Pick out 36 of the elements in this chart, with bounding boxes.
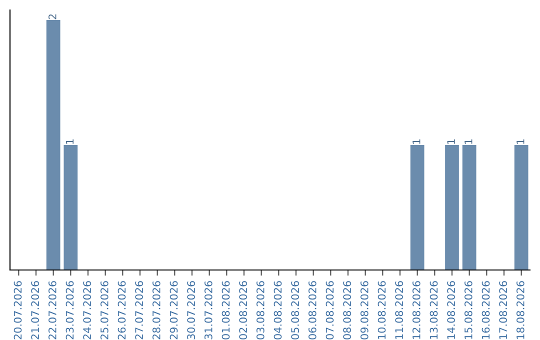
- data-label: 1: [516, 139, 524, 144]
- x-tick-label: 01.08.2026: [222, 281, 230, 340]
- x-tick-label: 25.07.2026: [100, 281, 108, 340]
- x-tick-label: 24.07.2026: [83, 281, 92, 340]
- x-tick-label: 15.08.2026: [464, 281, 472, 339]
- x-tick-label: 09.08.2026: [360, 281, 368, 340]
- x-tick-label: 12.08.2026: [412, 281, 420, 339]
- x-tick-label: 06.08.2026: [308, 281, 316, 340]
- x-tick-label: 03.08.2026: [256, 281, 264, 340]
- x-tick-label: 14.08.2026: [447, 281, 456, 339]
- data-label: 1: [464, 139, 472, 144]
- x-tick-label: 04.08.2026: [274, 281, 282, 340]
- x-tick-label: 08.08.2026: [343, 281, 352, 340]
- x-tick-label: 05.08.2026: [291, 281, 300, 340]
- x-tick-label: 27.07.2026: [135, 281, 144, 340]
- x-tick-label: 21.07.2026: [31, 281, 40, 340]
- x-tick-label: 30.07.2026: [187, 281, 196, 340]
- x-tick-label: 11.08.2026: [395, 281, 404, 339]
- x-tick-label: 22.07.2026: [48, 281, 56, 340]
- x-tick-label: 29.07.2026: [170, 281, 178, 340]
- x-tick-label: 16.08.2026: [482, 281, 490, 339]
- x-tick-label: 23.07.2026: [66, 281, 74, 340]
- data-label: 1: [66, 139, 74, 144]
- data-label: 1: [447, 139, 455, 144]
- x-tick-label: 02.08.2026: [239, 281, 248, 340]
- x-tick-label: 26.07.2026: [118, 281, 126, 340]
- x-tick-label: 17.08.2026: [499, 281, 508, 339]
- x-tick-label: 31.07.2026: [204, 281, 212, 340]
- x-tick-label: 28.07.2026: [152, 281, 160, 340]
- data-label: 2: [48, 14, 56, 20]
- data-label: 1: [412, 139, 420, 144]
- x-tick-label: 07.08.2026: [326, 281, 334, 340]
- x-tick-label: 20.07.2026: [14, 281, 22, 340]
- x-tick-label: 10.08.2026: [378, 281, 386, 339]
- x-tick-label: 18.08.2026: [516, 281, 524, 339]
- x-tick-label: 13.08.2026: [430, 281, 438, 339]
